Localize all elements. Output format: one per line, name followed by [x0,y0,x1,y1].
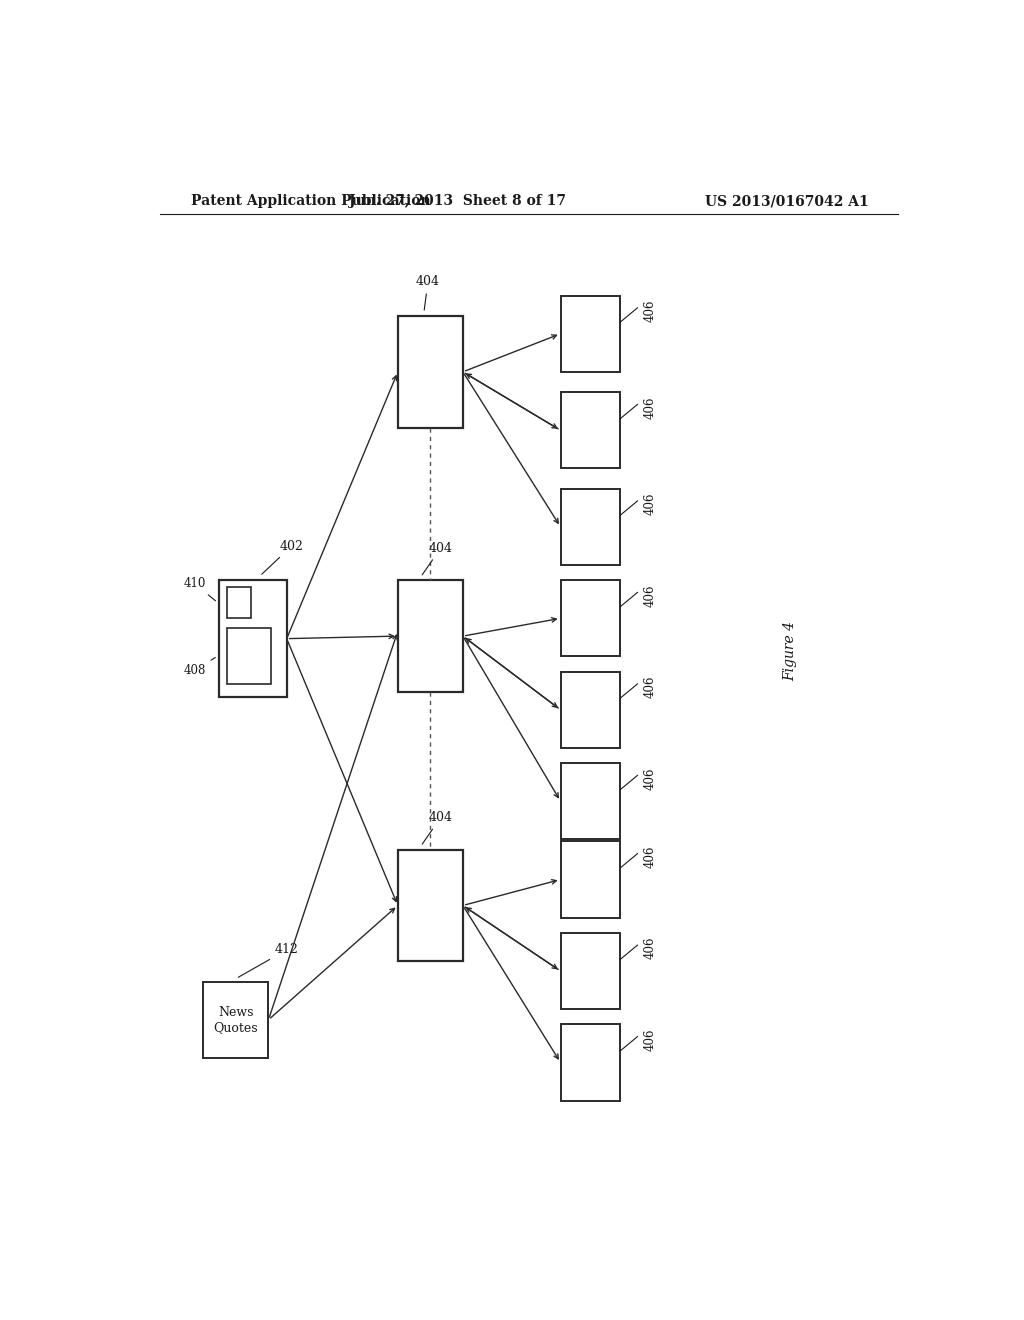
Text: 408: 408 [183,657,215,677]
Bar [227,628,270,684]
Text: US 2013/0167042 A1: US 2013/0167042 A1 [705,194,868,209]
Bar [560,1024,621,1101]
Text: 406: 406 [644,676,656,698]
Text: Figure 4: Figure 4 [783,622,798,681]
Bar [560,841,621,917]
Text: 406: 406 [644,845,656,869]
Bar [560,296,621,372]
Text: Jun. 27, 2013  Sheet 8 of 17: Jun. 27, 2013 Sheet 8 of 17 [349,194,566,209]
Bar [560,763,621,840]
Bar [560,488,621,565]
Text: 404: 404 [416,276,440,310]
Text: 412: 412 [239,944,299,977]
Text: 406: 406 [644,767,656,789]
Bar [560,581,621,656]
Bar [560,672,621,748]
Bar [560,933,621,1008]
Text: 404: 404 [422,810,453,845]
Text: News
Quotes: News Quotes [214,1006,258,1034]
Text: 406: 406 [644,300,656,322]
Text: 406: 406 [644,492,656,515]
Bar [219,581,287,697]
Bar [397,315,463,428]
Bar [204,982,268,1057]
Bar [397,850,463,961]
Text: Patent Application Publication: Patent Application Publication [191,194,431,209]
Bar [560,392,621,469]
Text: 406: 406 [644,937,656,960]
Text: 406: 406 [644,396,656,418]
Text: 410: 410 [183,577,215,601]
Text: 406: 406 [644,1028,656,1051]
Text: 406: 406 [644,585,656,607]
Bar [227,587,251,618]
Bar [397,581,463,692]
Text: 404: 404 [422,541,453,576]
Text: 402: 402 [262,540,303,574]
